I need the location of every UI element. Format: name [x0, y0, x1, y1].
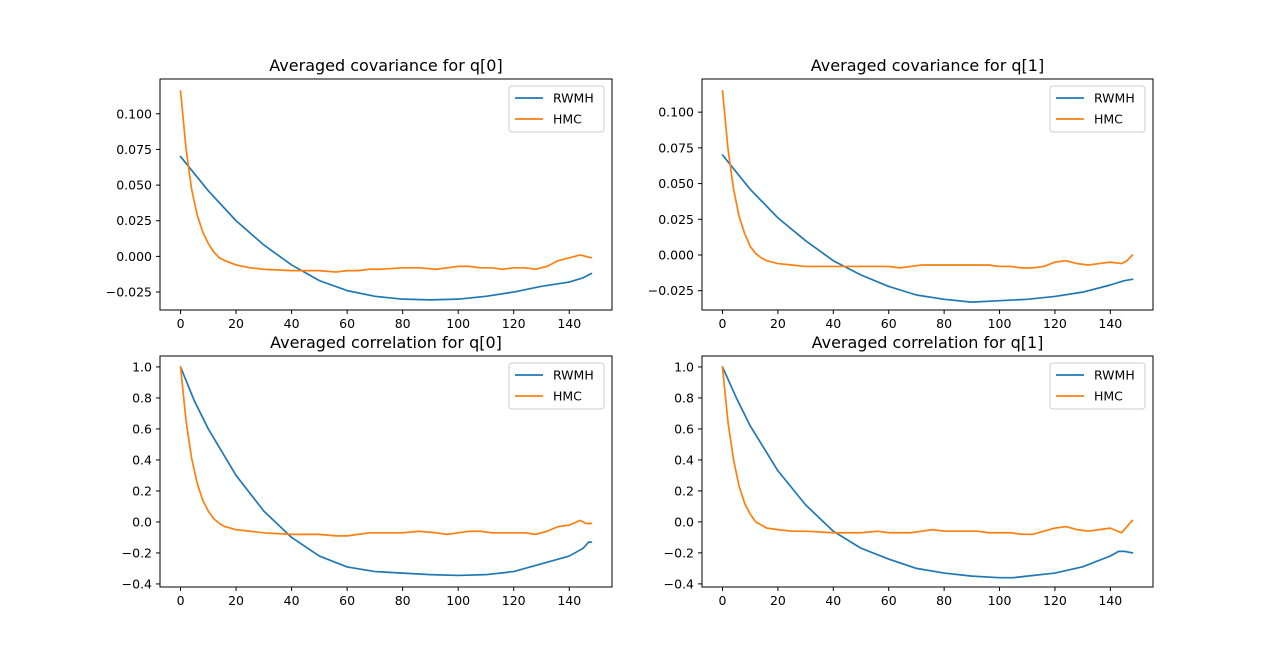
y-tick-label: 0.050	[658, 176, 694, 191]
y-tick-label: 0.0	[132, 514, 152, 529]
legend-label-hmc: HMC	[553, 112, 582, 127]
legend-label-hmc: HMC	[1094, 389, 1123, 404]
x-tick-label: 140	[1098, 316, 1122, 331]
y-tick-label: 0.025	[116, 213, 152, 228]
x-tick-label: 140	[557, 593, 581, 608]
y-tick-label: 1.0	[674, 359, 694, 374]
chart-title: Averaged covariance for q[1]	[811, 56, 1044, 75]
y-tick-label: 0.4	[132, 452, 152, 467]
x-tick-label: 120	[502, 593, 526, 608]
legend-label-hmc: HMC	[553, 389, 582, 404]
series-line-rwmh	[721, 154, 1134, 303]
y-tick-label: 0.075	[116, 142, 152, 157]
chart-panel-0: Averaged covariance for q[0] 0 20 40 60 80 100…	[106, 56, 613, 331]
y-tick-label: −0.025	[648, 283, 694, 298]
x-tick-label: 60	[339, 593, 355, 608]
x-tick-label: 100	[988, 593, 1012, 608]
y-tick-label: 0.025	[658, 212, 694, 227]
y-tick-label: −0.2	[122, 545, 152, 560]
legend-label-rwmh: RWMH	[553, 368, 594, 383]
x-tick-label: 80	[936, 593, 952, 608]
x-tick-label: 140	[1098, 593, 1122, 608]
axes-frame	[159, 355, 613, 588]
x-tick-label: 80	[395, 593, 411, 608]
y-tick-label: 0.8	[132, 390, 152, 405]
y-tick-label: 0.075	[658, 140, 694, 155]
chart-panel-1: Averaged covariance for q[1] 0 20 40 60 80 100…	[648, 56, 1154, 331]
series-line-rwmh	[179, 366, 593, 577]
y-tick-label: 0.6	[132, 421, 152, 436]
x-tick-label: 80	[395, 316, 411, 331]
y-tick-label: −0.4	[664, 576, 694, 591]
y-tick-label: 0.4	[674, 452, 694, 467]
legend-label-hmc: HMC	[1094, 112, 1123, 127]
legend-label-rwmh: RWMH	[1094, 368, 1135, 383]
axes-frame	[701, 78, 1154, 311]
y-tick-label: −0.025	[106, 285, 152, 300]
x-tick-label: 40	[284, 316, 300, 331]
x-tick-label: 100	[446, 316, 470, 331]
y-tick-label: 0.100	[116, 106, 152, 121]
x-tick-label: 120	[1043, 593, 1067, 608]
x-tick-label: 140	[557, 316, 581, 331]
x-tick-label: 100	[446, 593, 470, 608]
legend: RWMH HMC	[1049, 85, 1146, 133]
x-tick-label: 80	[936, 316, 952, 331]
x-tick-label: 60	[881, 316, 897, 331]
series-line-rwmh	[179, 155, 593, 301]
legend-label-rwmh: RWMH	[1094, 91, 1135, 106]
legend: RWMH HMC	[1049, 362, 1146, 410]
series-line-hmc	[721, 89, 1134, 269]
series-line-rwmh	[721, 366, 1134, 579]
chart-title: Averaged correlation for q[1]	[812, 333, 1044, 352]
x-tick-label: 0	[177, 593, 185, 608]
x-tick-label: 60	[881, 593, 897, 608]
x-tick-label: 0	[719, 316, 727, 331]
legend-label-rwmh: RWMH	[553, 91, 594, 106]
y-tick-label: 0.6	[674, 421, 694, 436]
y-tick-label: 1.0	[132, 359, 152, 374]
chart-title: Averaged correlation for q[0]	[270, 333, 502, 352]
legend: RWMH HMC	[508, 85, 605, 133]
chart-panel-2: Averaged correlation for q[0] 0 20 40 60 80 10…	[122, 333, 613, 608]
y-tick-label: 0.000	[658, 248, 694, 263]
chart-panel-3: Averaged correlation for q[1] 0 20 40 60 80 10…	[664, 333, 1154, 608]
axes-frame	[701, 355, 1154, 588]
x-tick-label: 0	[719, 593, 727, 608]
y-tick-label: 0.050	[116, 178, 152, 193]
y-tick-label: −0.4	[122, 576, 152, 591]
x-tick-label: 120	[502, 316, 526, 331]
y-tick-label: 0.100	[658, 105, 694, 120]
x-tick-label: 20	[228, 316, 244, 331]
x-tick-label: 20	[770, 316, 786, 331]
x-tick-label: 60	[339, 316, 355, 331]
x-tick-label: 100	[988, 316, 1012, 331]
y-tick-label: 0.2	[132, 483, 152, 498]
y-tick-label: 0.8	[674, 390, 694, 405]
chart-title: Averaged covariance for q[0]	[269, 56, 502, 75]
y-tick-label: 0.2	[674, 483, 694, 498]
x-tick-label: 0	[177, 316, 185, 331]
x-tick-label: 20	[770, 593, 786, 608]
legend: RWMH HMC	[508, 362, 605, 410]
x-tick-label: 20	[228, 593, 244, 608]
x-tick-label: 40	[284, 593, 300, 608]
x-tick-label: 40	[825, 593, 841, 608]
y-tick-label: −0.2	[664, 545, 694, 560]
series-line-hmc	[179, 366, 593, 537]
axes-frame	[159, 78, 613, 311]
series-line-hmc	[721, 366, 1134, 536]
y-tick-label: 0.000	[116, 249, 152, 264]
series-line-hmc	[179, 90, 593, 273]
y-tick-label: 0.0	[674, 514, 694, 529]
x-tick-label: 120	[1043, 316, 1067, 331]
x-tick-label: 40	[825, 316, 841, 331]
